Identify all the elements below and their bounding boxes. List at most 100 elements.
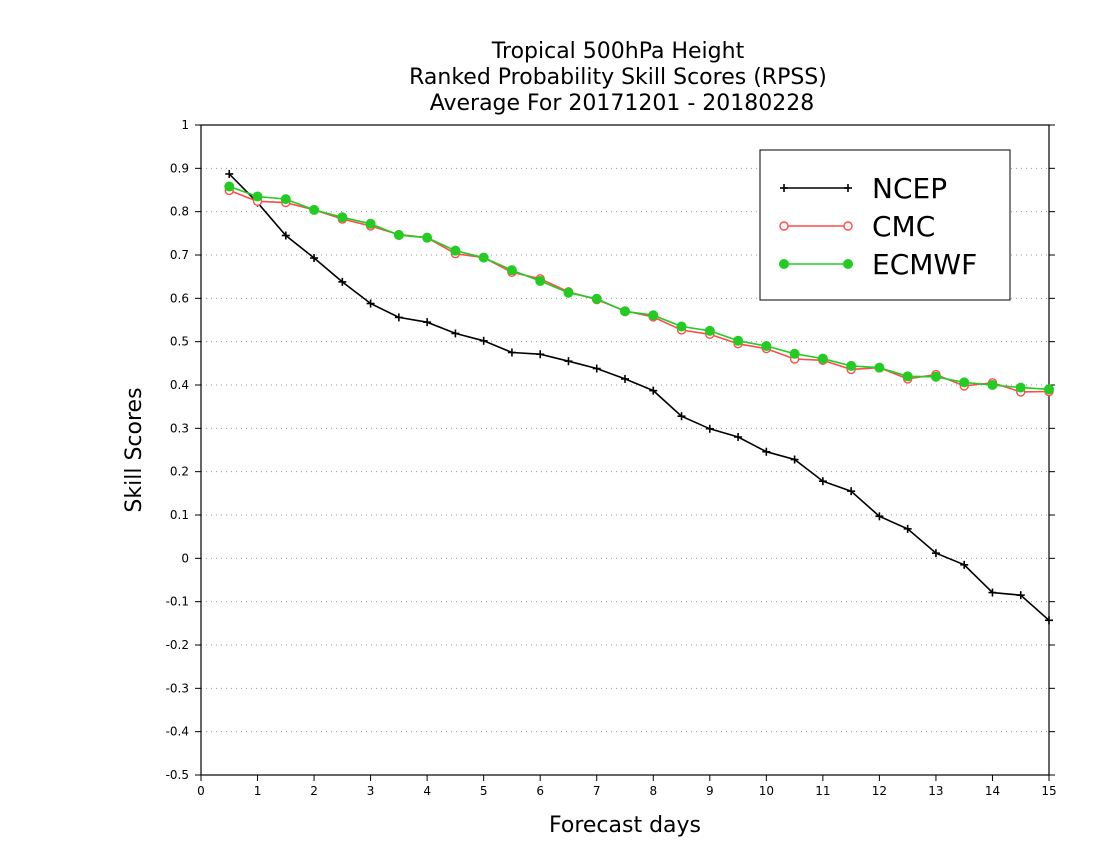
point-ncep [960, 560, 969, 569]
y-tick-label: -0.1 [166, 595, 189, 609]
point-ecmwf [252, 191, 263, 202]
series-layer [224, 169, 1054, 625]
x-tick-label: 2 [310, 784, 318, 798]
series-ecmwf [224, 181, 1054, 395]
point-ecmwf [789, 348, 800, 359]
y-tick-label: -0.5 [166, 768, 189, 782]
x-tick-label: 14 [985, 784, 1000, 798]
point-ncep [988, 588, 997, 597]
point-ecmwf [761, 341, 772, 351]
legend: NCEP CMC ECMWF [759, 149, 1011, 301]
y-tick-label: 0.2 [170, 465, 189, 479]
point-ncep [366, 299, 375, 308]
x-tick-label: 12 [872, 784, 887, 798]
point-ecmwf [676, 321, 687, 332]
title-line-2: Ranked Probability Skill Scores (RPSS) [409, 65, 827, 90]
point-ncep [310, 254, 319, 263]
point-ecmwf [620, 306, 630, 317]
point-ecmwf [704, 325, 715, 336]
point-ncep [705, 424, 714, 433]
point-ncep [394, 313, 403, 322]
point-ecmwf [1015, 382, 1026, 393]
point-ncep [536, 350, 545, 359]
y-tick-label: -0.4 [166, 725, 189, 739]
point-ecmwf [1044, 384, 1054, 395]
point-ecmwf [422, 232, 433, 243]
x-tick-label: 1 [254, 784, 262, 798]
legend-label-ncep: NCEP [872, 172, 947, 205]
y-tick-label: 0.6 [170, 291, 189, 305]
x-tick-label: 4 [423, 784, 431, 798]
x-tick-label: 15 [1041, 784, 1056, 798]
point-ncep [847, 487, 856, 496]
legend-marker-right-ncep [844, 184, 852, 192]
series-line-ncep [228, 173, 1050, 621]
point-ncep [479, 336, 488, 345]
y-tick-label: 0.5 [170, 335, 189, 349]
point-ncep [1016, 591, 1025, 600]
legend-box [759, 149, 1011, 301]
point-ecmwf [846, 360, 857, 371]
point-ecmwf [224, 181, 235, 192]
y-axis-label: Skill Scores [122, 387, 147, 512]
point-ecmwf [563, 287, 574, 298]
point-ecmwf [280, 194, 291, 205]
series-ncep [225, 169, 1053, 625]
legend-label-ecmwf: ECMWF [872, 248, 977, 281]
point-ecmwf [930, 371, 941, 382]
point-ecmwf [393, 230, 404, 241]
point-ncep [818, 477, 827, 486]
point-ecmwf [817, 353, 828, 364]
legend-marker-right-ecmwf [843, 259, 853, 269]
x-tick-label: 8 [649, 784, 657, 798]
point-ncep [875, 512, 884, 521]
y-tick-label: 0.1 [170, 508, 189, 522]
y-tick-label: 0.4 [170, 378, 189, 392]
point-ecmwf [506, 265, 517, 276]
point-ncep [677, 412, 686, 421]
x-tick-label: 5 [480, 784, 488, 798]
x-tick-label: 11 [815, 784, 830, 798]
y-tick-label: -0.2 [166, 638, 189, 652]
point-ncep [338, 277, 347, 286]
point-ncep [734, 433, 743, 441]
point-ncep [564, 357, 573, 366]
x-tick-label: 7 [593, 784, 601, 798]
point-ncep [790, 455, 799, 464]
point-ecmwf [450, 245, 461, 256]
x-tick-label: 10 [759, 784, 774, 798]
legend-label-cmc: CMC [872, 210, 935, 243]
point-ecmwf [902, 371, 913, 382]
point-ncep [762, 447, 771, 456]
point-ecmwf [987, 380, 998, 390]
y-tick-label: 0.3 [170, 421, 189, 435]
legend-marker-left-cmc [779, 221, 789, 231]
point-ncep [621, 374, 629, 383]
y-tick-label: 0.9 [170, 161, 189, 175]
point-ecmwf [337, 212, 348, 223]
legend-marker-left-ecmwf [779, 259, 789, 269]
point-ecmwf [874, 362, 885, 373]
legend-marker-left-ncep [780, 184, 788, 192]
point-ncep [1045, 616, 1053, 625]
point-ecmwf [733, 335, 744, 346]
point-ncep [281, 231, 290, 240]
x-tick-label: 3 [367, 784, 375, 798]
point-ecmwf [591, 293, 602, 304]
legend-items: NCEP CMC ECMWF [779, 172, 977, 281]
title-line-3: Average For 20171201 - 20180228 [430, 91, 815, 116]
point-ecmwf [309, 204, 320, 215]
point-ncep [592, 364, 601, 373]
y-tick-label: 0 [181, 551, 189, 565]
point-ncep [649, 386, 658, 395]
legend-marker-right-cmc [843, 221, 853, 231]
point-ecmwf [365, 218, 376, 229]
y-tick-label: 0.7 [170, 248, 189, 262]
point-ncep [451, 329, 460, 338]
title-line-1: Tropical 500hPa Height [491, 39, 745, 64]
x-tick-label: 13 [928, 784, 943, 798]
x-axis-label: Forecast days [549, 813, 701, 838]
point-ncep [423, 318, 432, 327]
point-ncep [507, 348, 516, 357]
